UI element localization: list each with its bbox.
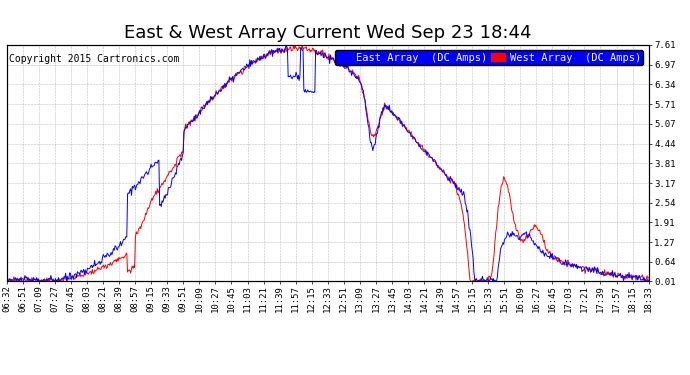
Text: Copyright 2015 Cartronics.com: Copyright 2015 Cartronics.com <box>9 54 179 64</box>
Title: East & West Array Current Wed Sep 23 18:44: East & West Array Current Wed Sep 23 18:… <box>124 24 531 42</box>
Legend: East Array  (DC Amps), West Array  (DC Amps): East Array (DC Amps), West Array (DC Amp… <box>335 50 643 65</box>
